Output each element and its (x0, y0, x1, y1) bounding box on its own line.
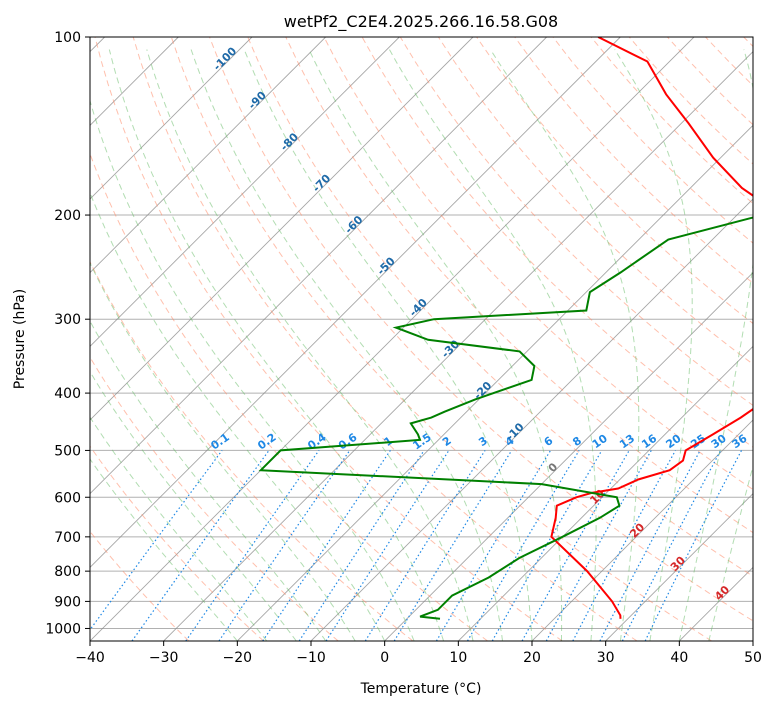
y-tick-label: 100 (54, 30, 81, 46)
moist-adiabat-line (90, 261, 356, 641)
x-tick-label: 50 (744, 650, 762, 666)
y-tick-label: 1000 (45, 621, 81, 637)
mixing-ratio-line (621, 450, 722, 641)
moist-adiabat-line (708, 464, 753, 641)
dry-adiabat-line (323, 37, 753, 491)
mixing-ratio-line (545, 450, 652, 641)
x-axis: −40 −30 −20 −10 0 10 20 30 40 50 (75, 641, 762, 666)
dry-adiabat-line (476, 37, 753, 325)
moist-adiabat-line (90, 416, 268, 641)
x-tick-label: 30 (597, 650, 615, 666)
moist-adiabat-line (308, 49, 563, 641)
dry-adiabat-line (90, 356, 339, 641)
mixing-ratio-line (521, 450, 630, 641)
y-tick-label: 600 (54, 490, 81, 506)
isotherm-line (90, 37, 400, 347)
x-tick-label: −20 (223, 650, 253, 666)
isotherm-line (384, 272, 753, 641)
mixing-ratio-line (644, 450, 743, 641)
y-tick-label: 400 (54, 386, 81, 402)
moist-adiabat-line (90, 458, 238, 641)
mixing-ratio-line (185, 450, 320, 641)
isotherm-line (90, 37, 326, 274)
x-axis-label: Temperature (°C) (360, 681, 482, 697)
isotherm-line (531, 419, 753, 641)
x-tick-label: 20 (523, 650, 541, 666)
moist-adiabat-line (90, 370, 297, 641)
moist-adiabat-line (489, 49, 640, 641)
x-tick-label: 40 (670, 650, 688, 666)
moist-adiabat-line (108, 49, 445, 641)
isotherm-line (90, 37, 474, 421)
mixing-ratio-lines (90, 450, 743, 641)
plot-frame (89, 36, 754, 642)
x-tick-label: −40 (75, 650, 105, 666)
moist-adiabat-line (243, 49, 533, 641)
isobar-lines (90, 37, 753, 629)
mixing-ratio-line (90, 450, 223, 631)
mixing-ratio-line (298, 450, 425, 641)
y-axis: 100 200 300 400 500 600 700 800 900 1000 (45, 30, 90, 637)
isotherm-line (605, 493, 753, 641)
dry-adiabat-line (514, 37, 753, 284)
y-tick-label: 300 (54, 312, 81, 328)
y-tick-label: 700 (54, 530, 81, 546)
mixing-ratio-line (393, 450, 513, 641)
dewpoint-line (258, 216, 753, 620)
y-tick-label: 200 (54, 208, 81, 224)
isotherm-line (90, 37, 621, 568)
x-tick-label: 10 (449, 650, 467, 666)
isotherm-line (237, 124, 753, 641)
moist-adiabat-lines (90, 49, 753, 641)
dry-adiabat-line (285, 37, 753, 534)
moist-adiabat-line (90, 320, 327, 641)
y-tick-label: 900 (54, 594, 81, 610)
x-tick-label: 0 (380, 650, 389, 666)
mixing-ratio-line (218, 450, 351, 641)
moist-adiabat-line (190, 49, 503, 641)
x-tick-label: −10 (296, 650, 326, 666)
moist-adiabat-line (146, 49, 474, 641)
chart-title: wetPf2_C2E4.2025.266.16.58.G08 (284, 12, 558, 32)
isotherm-line (90, 37, 253, 200)
y-axis-label: Pressure (hPa) (12, 289, 28, 389)
mixing-ratio-line (262, 450, 391, 641)
dry-adiabat-line (170, 37, 712, 641)
isotherm-line (163, 51, 753, 641)
plot-area: 0.1 0.2 0.4 0.6 1 1.5 2 3 4 6 8 10 13 16 20 25 30 36-100-… (90, 37, 753, 641)
mixing-ratio-line (572, 450, 677, 641)
mixing-ratio-line (325, 450, 450, 641)
isotherm-line (90, 37, 547, 495)
isotherm-line (90, 37, 695, 641)
dry-adiabat-line (90, 445, 264, 641)
dry-adiabat-line (94, 37, 563, 641)
x-tick-label: −30 (149, 650, 179, 666)
y-tick-label: 800 (54, 564, 81, 580)
dry-adiabat-line (132, 37, 638, 641)
moist-adiabat-line (614, 49, 693, 641)
dry-adiabat-line (90, 260, 414, 641)
moist-adiabat-line (678, 49, 753, 641)
isotherm-line (458, 345, 753, 641)
temperature-line (550, 37, 753, 619)
mixing-ratio-line (131, 450, 270, 641)
isotherm-lines (90, 37, 753, 641)
moist-adiabat-line (388, 49, 597, 641)
moist-adiabat-line (90, 99, 415, 641)
y-tick-label: 500 (54, 443, 81, 459)
